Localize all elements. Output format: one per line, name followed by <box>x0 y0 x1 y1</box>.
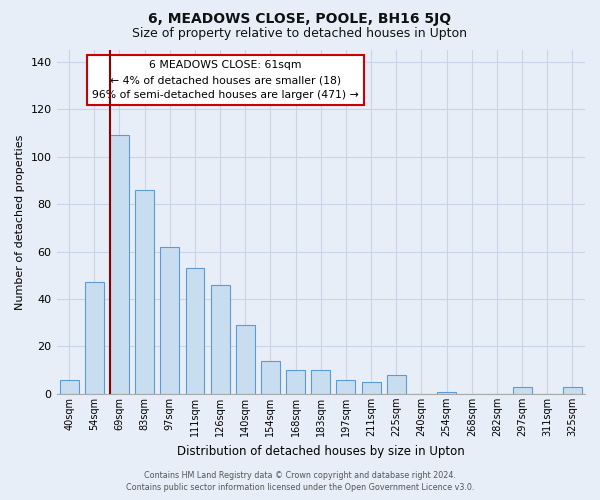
Bar <box>261 360 280 394</box>
Text: Size of property relative to detached houses in Upton: Size of property relative to detached ho… <box>133 28 467 40</box>
Bar <box>236 325 255 394</box>
Text: Contains HM Land Registry data © Crown copyright and database right 2024.
Contai: Contains HM Land Registry data © Crown c… <box>126 471 474 492</box>
X-axis label: Distribution of detached houses by size in Upton: Distribution of detached houses by size … <box>177 444 464 458</box>
Text: 6, MEADOWS CLOSE, POOLE, BH16 5JQ: 6, MEADOWS CLOSE, POOLE, BH16 5JQ <box>148 12 452 26</box>
Bar <box>85 282 104 394</box>
Bar <box>110 136 129 394</box>
Bar <box>160 247 179 394</box>
Bar <box>387 375 406 394</box>
Bar <box>311 370 330 394</box>
Y-axis label: Number of detached properties: Number of detached properties <box>15 134 25 310</box>
Bar <box>563 387 582 394</box>
Bar <box>59 380 79 394</box>
Bar <box>512 387 532 394</box>
Bar <box>286 370 305 394</box>
Bar <box>362 382 380 394</box>
Bar <box>211 285 230 394</box>
Bar <box>437 392 456 394</box>
Bar <box>185 268 205 394</box>
Bar <box>135 190 154 394</box>
Text: 6 MEADOWS CLOSE: 61sqm
← 4% of detached houses are smaller (18)
96% of semi-deta: 6 MEADOWS CLOSE: 61sqm ← 4% of detached … <box>92 60 359 100</box>
Bar <box>337 380 355 394</box>
